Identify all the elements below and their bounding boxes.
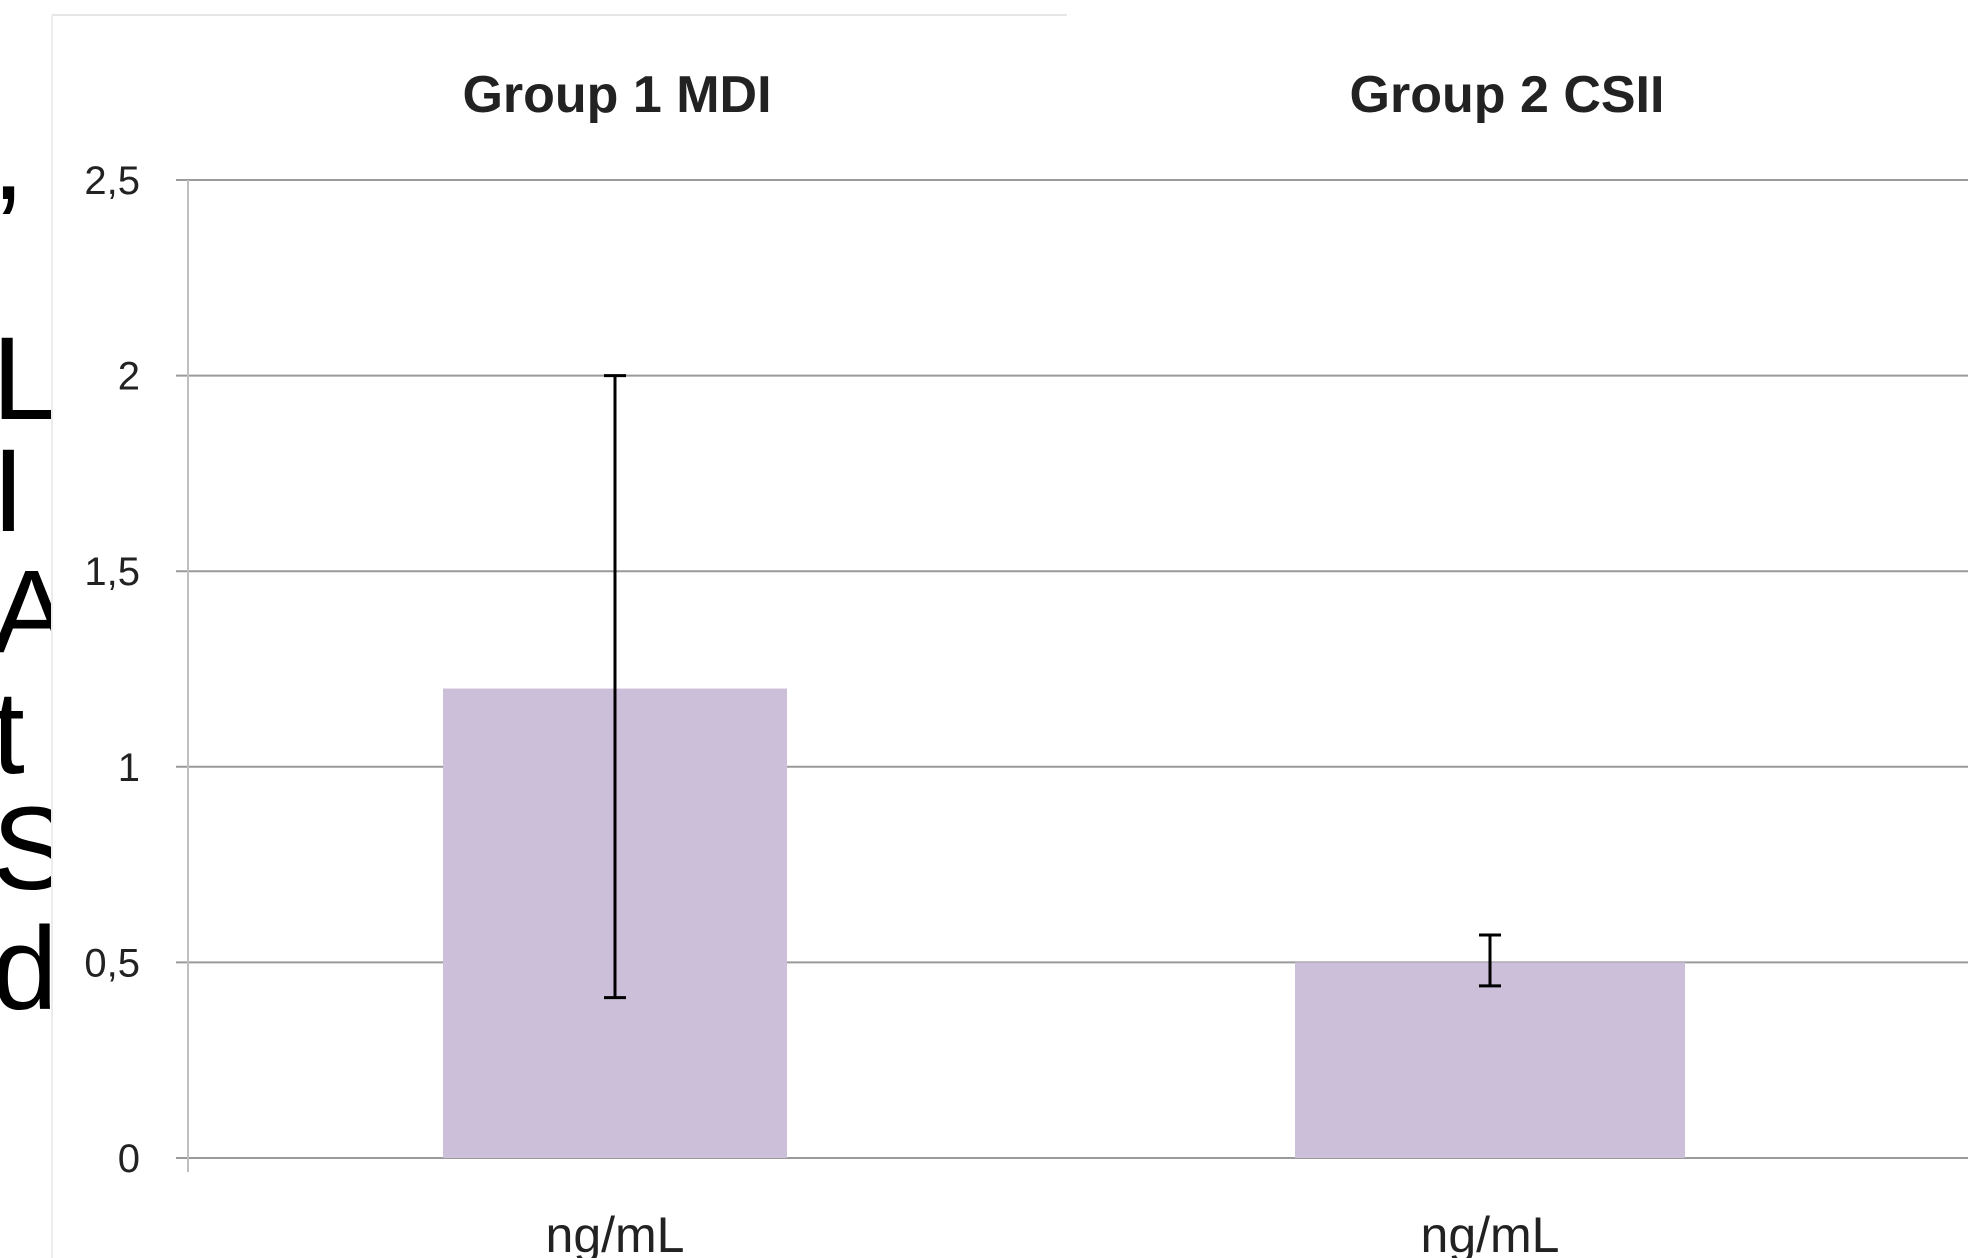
x-axis-label: ng/mL <box>1421 1207 1560 1258</box>
cropped-glyph: t <box>0 667 25 799</box>
cropped-glyph: L <box>0 313 52 445</box>
x-axis-label: ng/mL <box>546 1207 685 1258</box>
y-tick-label: 1 <box>118 746 140 790</box>
cropped-glyph: S <box>0 783 52 915</box>
panel-title: Group 2 CSII <box>1350 66 1665 124</box>
cropped-side-text: , L I A t S d <box>0 0 52 1258</box>
y-tick-label: 2 <box>118 355 140 399</box>
cropped-glyph: I <box>0 425 25 557</box>
y-axis: 0 0,5 1 1,5 2 2,5 <box>84 159 140 1181</box>
cropped-glyph: , <box>0 100 25 218</box>
cropped-glyph: d <box>0 903 52 1035</box>
y-tick-label: 0,5 <box>84 941 140 985</box>
y-tick-label: 2,5 <box>84 159 140 203</box>
y-tick-label: 1,5 <box>84 550 140 594</box>
panel-1: Group 1 MDI ng/mL <box>443 66 787 1258</box>
y-tick-label: 0 <box>118 1137 140 1181</box>
cropped-glyph: A <box>0 546 52 678</box>
panel-2: Group 2 CSII ng/mL <box>1295 66 1685 1258</box>
panel-title: Group 1 MDI <box>462 66 771 124</box>
bar <box>1295 962 1685 1158</box>
chart-panels: Group 1 MDI ng/mL Group 2 CSII ng/mL <box>443 66 1685 1258</box>
